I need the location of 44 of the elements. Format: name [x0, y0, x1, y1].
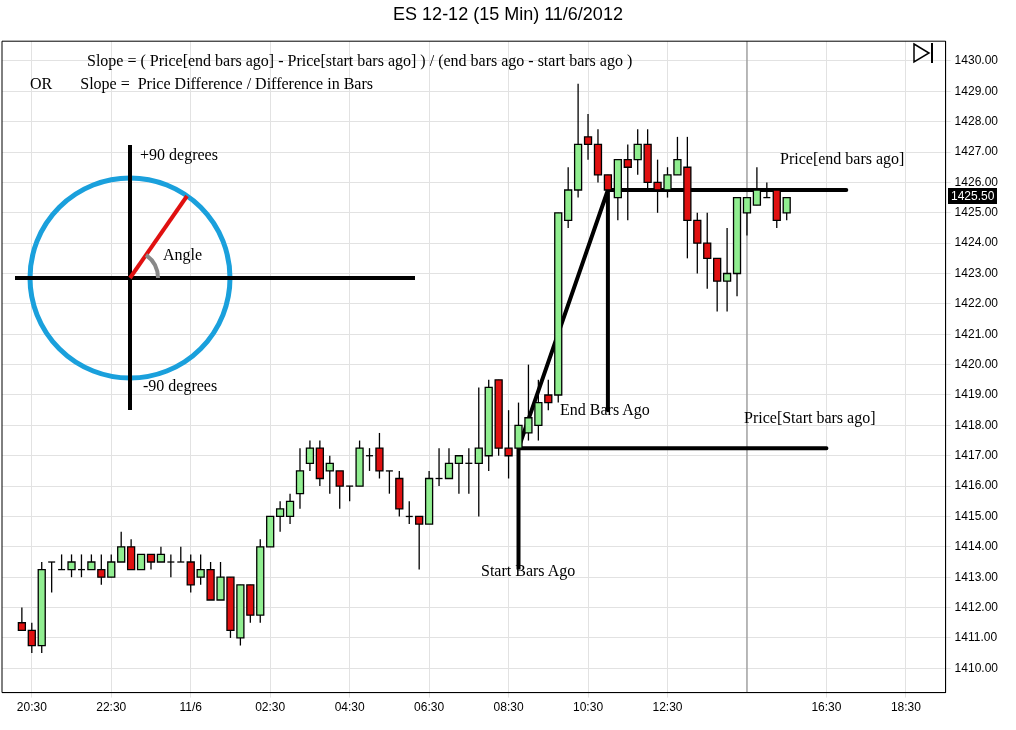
- annotation: Price[end bars ago]: [780, 150, 905, 168]
- annotation: Slope = ( Price[end bars ago] - Price[start bars ago] ) / (end bars ago - start bars ago ): [87, 52, 633, 70]
- y-tick-label: 1425.00: [954, 205, 999, 220]
- y-tick-label: 1419.00: [954, 387, 999, 402]
- y-tick-label: 1418.00: [954, 417, 999, 432]
- annotation: +90 degrees: [140, 146, 218, 164]
- x-tick-label: 16:30: [811, 700, 842, 715]
- y-tick-label: 1430.00: [954, 53, 999, 68]
- y-tick-label: 1410.00: [954, 660, 999, 675]
- y-tick-label: 1415.00: [954, 508, 999, 523]
- y-tick-label: 1411.00: [954, 630, 998, 645]
- candlestick: [47, 561, 56, 594]
- annotation: OR Slope = Price Difference / Difference in Bars: [30, 75, 373, 93]
- y-tick-label: 1427.00: [954, 144, 999, 159]
- x-tick-label: 02:30: [255, 700, 286, 715]
- x-tick-label: 18:30: [890, 700, 922, 715]
- y-tick-label: 1416.00: [954, 478, 999, 493]
- y-tick-label: 1414.00: [954, 539, 999, 554]
- y-tick-label: 1413.00: [954, 569, 999, 584]
- annotation: Price[Start bars ago]: [744, 409, 876, 427]
- annotation: -90 degrees: [143, 377, 218, 395]
- x-tick-label: 04:30: [334, 700, 365, 715]
- y-tick-label: 1412.00: [954, 599, 999, 614]
- y-tick-label: 1422.00: [954, 296, 999, 311]
- y-tick-label: 1424.00: [954, 235, 999, 250]
- y-tick-label: 1429.00: [954, 83, 999, 98]
- x-tick-label: 22:30: [96, 700, 127, 715]
- x-tick-label: 12:30: [652, 700, 683, 715]
- y-tick-label: 1420.00: [954, 356, 999, 371]
- annotation: Angle: [163, 246, 203, 264]
- x-tick-label: 08:30: [493, 700, 524, 715]
- y-tick-label: 1426.00: [954, 174, 999, 189]
- y-tick-label: 1417.00: [954, 448, 999, 463]
- x-tick-label: 20:30: [16, 700, 48, 715]
- text: 1425.50: [948, 188, 998, 204]
- chart-title: ES 12-12 (15 Min) 11/6/2012: [392, 4, 624, 25]
- x-tick-label: 11/6: [179, 700, 203, 715]
- x-tick-label: 10:30: [573, 700, 604, 715]
- y-tick-label: 1428.00: [954, 113, 999, 128]
- y-tick-label: 1423.00: [954, 265, 999, 280]
- candlestick: [385, 470, 394, 495]
- candlestick: [166, 553, 176, 578]
- x-tick-label: 06:30: [414, 700, 445, 715]
- y-tick-label: 1421.00: [954, 326, 999, 341]
